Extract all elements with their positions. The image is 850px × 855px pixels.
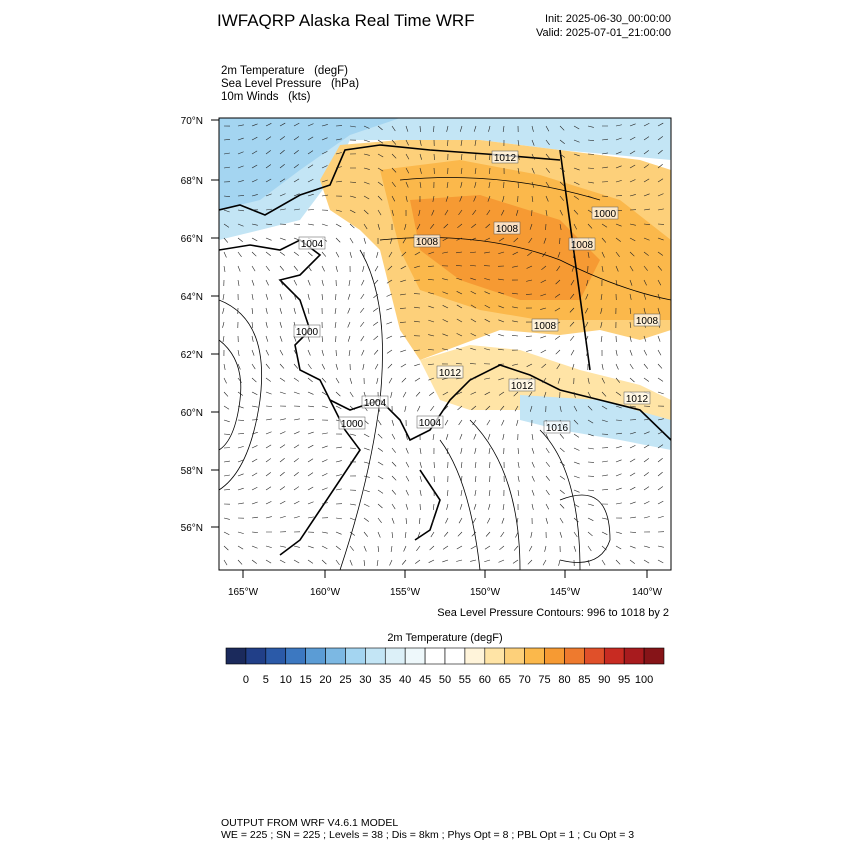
contour-label: 1000 bbox=[341, 419, 364, 430]
colorbar-swatch bbox=[564, 648, 584, 664]
lat-label: 68°N bbox=[181, 176, 203, 187]
contour-label: 1008 bbox=[534, 321, 557, 332]
lon-label: 140°W bbox=[632, 587, 663, 598]
contour-label: 1016 bbox=[546, 423, 569, 434]
colorbar-label: 45 bbox=[419, 674, 431, 686]
colorbar-label: 90 bbox=[598, 674, 610, 686]
colorbar-label: 65 bbox=[499, 674, 511, 686]
colorbar-label: 55 bbox=[459, 674, 471, 686]
contour-label: 1012 bbox=[494, 153, 517, 164]
colorbar-swatch bbox=[465, 648, 485, 664]
lat-label: 64°N bbox=[181, 292, 203, 303]
colorbar-swatch bbox=[545, 648, 565, 664]
colorbar-swatch bbox=[345, 648, 365, 664]
colorbar-swatch bbox=[226, 648, 246, 664]
lon-label: 155°W bbox=[390, 587, 421, 598]
contour-label: 1012 bbox=[439, 368, 462, 379]
colorbar-swatch bbox=[624, 648, 644, 664]
contour-label: 1000 bbox=[296, 327, 319, 338]
contour-label: 1004 bbox=[419, 418, 442, 429]
colorbar-swatch bbox=[326, 648, 346, 664]
colorbar-swatch bbox=[365, 648, 385, 664]
colorbar-label: 60 bbox=[479, 674, 491, 686]
colorbar-swatch bbox=[445, 648, 465, 664]
colorbar-swatch bbox=[485, 648, 505, 664]
colorbar-swatch bbox=[306, 648, 326, 664]
footer-line: WE = 225 ; SN = 225 ; Levels = 38 ; Dis … bbox=[221, 829, 634, 841]
lat-label: 56°N bbox=[181, 523, 203, 534]
field-label: 2m Temperature (degF) bbox=[221, 65, 348, 77]
lon-label: 160°W bbox=[310, 587, 341, 598]
colorbar-label: 40 bbox=[399, 674, 411, 686]
field-label: Sea Level Pressure (hPa) bbox=[221, 78, 359, 90]
footer-line: OUTPUT FROM WRF V4.6.1 MODEL bbox=[221, 817, 398, 829]
colorbar-label: 5 bbox=[263, 674, 269, 686]
lon-label: 150°W bbox=[470, 587, 501, 598]
colorbar-label: 35 bbox=[379, 674, 391, 686]
title: IWFAQRP Alaska Real Time WRF bbox=[217, 11, 475, 30]
init-time: Init: 2025-06-30_00:00:00 bbox=[545, 13, 671, 25]
colorbar-swatch bbox=[286, 648, 306, 664]
colorbar-label: 50 bbox=[439, 674, 451, 686]
contour-label: 1012 bbox=[626, 394, 649, 405]
contour-note: Sea Level Pressure Contours: 996 to 1018… bbox=[437, 607, 669, 619]
colorbar-title: 2m Temperature (degF) bbox=[387, 632, 502, 644]
lat-label: 70°N bbox=[181, 116, 203, 127]
colorbar-label: 15 bbox=[300, 674, 312, 686]
colorbar-swatch bbox=[246, 648, 266, 664]
colorbar-label: 0 bbox=[243, 674, 249, 686]
map-field bbox=[219, 118, 671, 570]
colorbar-label: 25 bbox=[339, 674, 351, 686]
colorbar-swatch bbox=[425, 648, 445, 664]
colorbar-swatch bbox=[266, 648, 286, 664]
lon-label: 165°W bbox=[228, 587, 259, 598]
colorbar-label: 80 bbox=[558, 674, 570, 686]
contour-label: 1008 bbox=[636, 316, 659, 327]
colorbar-label: 10 bbox=[280, 674, 292, 686]
contour-label: 1000 bbox=[594, 209, 617, 220]
lat-label: 62°N bbox=[181, 350, 203, 361]
colorbar-swatch bbox=[405, 648, 425, 664]
contour-label: 1004 bbox=[364, 398, 387, 409]
contour-label: 1004 bbox=[301, 239, 324, 250]
colorbar-label: 30 bbox=[359, 674, 371, 686]
colorbar-swatch bbox=[505, 648, 525, 664]
colorbar-swatch bbox=[604, 648, 624, 664]
colorbar-label: 100 bbox=[635, 674, 653, 686]
colorbar-label: 70 bbox=[519, 674, 531, 686]
lat-label: 60°N bbox=[181, 408, 203, 419]
colorbar-swatch bbox=[525, 648, 545, 664]
contour-label: 1012 bbox=[511, 381, 534, 392]
contour-label: 1008 bbox=[496, 224, 519, 235]
valid-time: Valid: 2025-07-01_21:00:00 bbox=[536, 27, 671, 39]
colorbar-label: 75 bbox=[538, 674, 550, 686]
colorbar-label: 85 bbox=[578, 674, 590, 686]
colorbar-label: 20 bbox=[319, 674, 331, 686]
colorbar-label: 95 bbox=[618, 674, 630, 686]
contour-label: 1008 bbox=[571, 240, 594, 251]
lon-label: 145°W bbox=[550, 587, 581, 598]
lat-label: 66°N bbox=[181, 234, 203, 245]
colorbar-swatch bbox=[385, 648, 405, 664]
colorbar-swatch bbox=[644, 648, 664, 664]
lat-label: 58°N bbox=[181, 466, 203, 477]
contour-label: 1008 bbox=[416, 237, 439, 248]
field-label: 10m Winds (kts) bbox=[221, 91, 311, 103]
colorbar-swatch bbox=[584, 648, 604, 664]
